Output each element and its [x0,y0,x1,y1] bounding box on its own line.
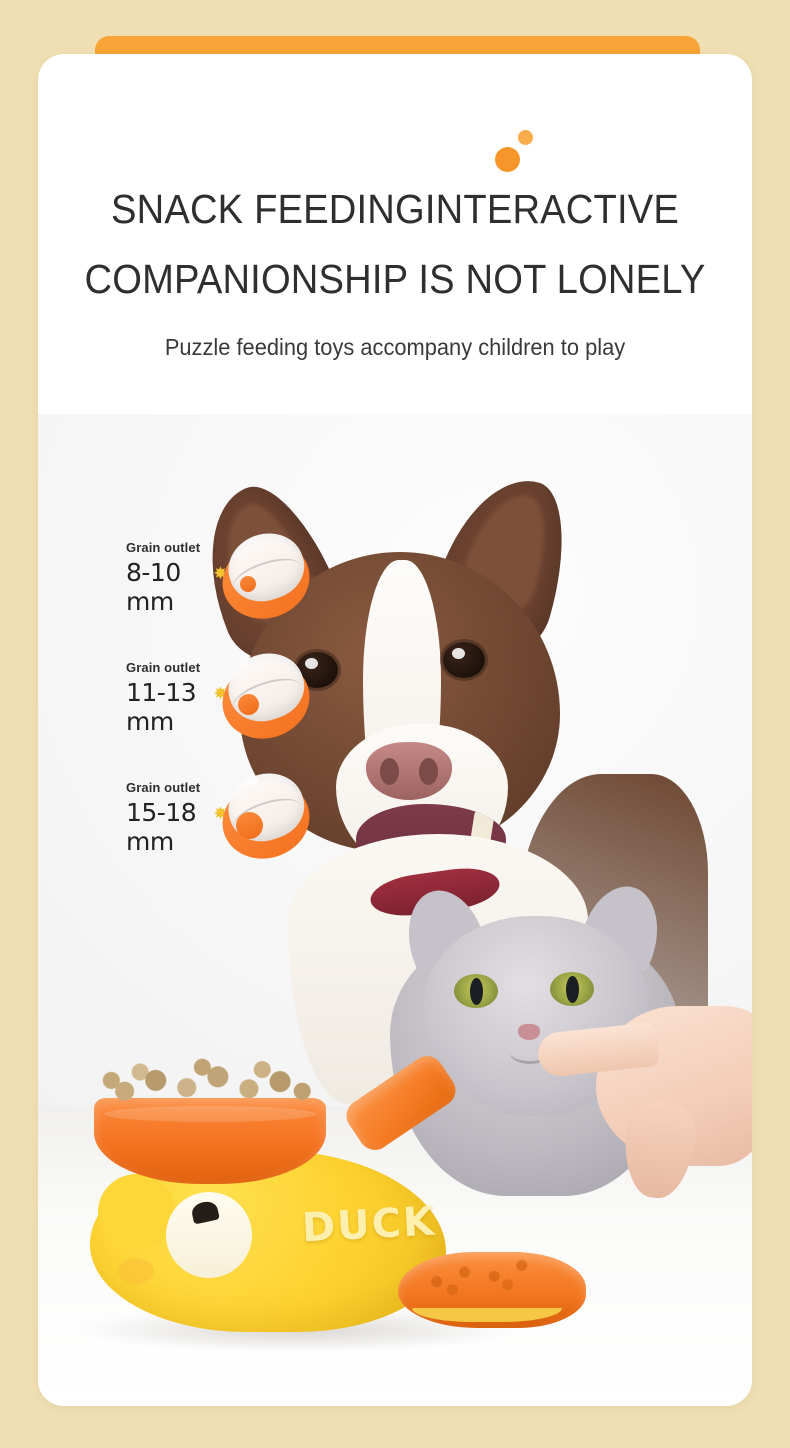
spec-unit: mm [126,827,174,856]
dry-kibble-pile [98,1054,320,1114]
cap-outlet-hole [240,576,256,592]
spec-item: Grain outlet 11-13 mm ✸ [86,643,320,772]
grain-outlet-cap-icon [212,523,320,630]
page-title: SNACK FEEDINGINTERACTIVE COMPANIONSHIP I… [63,174,727,314]
cap-outlet-hole [238,694,259,715]
page-subtitle: Puzzle feeding toys accompany children t… [164,334,626,360]
spec-caption: Grain outlet [126,540,201,555]
headline-line-1: SNACK FEEDINGINTERACTIVE [110,186,680,232]
spec-value: 15-18 mm [126,798,218,856]
duck-feeder-toy: DUCK [46,1046,606,1376]
toy-brand-label: DUCK [300,1198,438,1252]
toy-cheek [118,1258,154,1284]
content-card: SNACK FEEDINGINTERACTIVE COMPANIONSHIP I… [38,54,752,1406]
toy-pedal-underside [412,1308,562,1322]
spec-unit: mm [126,707,174,736]
cat-eye-left [454,974,498,1008]
spec-item: Grain outlet 15-18 mm ✸ [86,763,320,892]
spec-unit: mm [126,587,174,616]
product-lifestyle-photo: DUCK Grain outlet 8-10 mm ✸ [38,414,752,1406]
grain-outlet-cap-icon [212,763,320,870]
spec-caption: Grain outlet [126,660,201,675]
hand-thumb [619,1098,699,1202]
spec-value: 11-13 mm [126,678,218,736]
spec-range: 11-13 [126,678,197,707]
orange-dot-large-icon [495,147,520,172]
dog-nose [366,742,452,800]
spec-caption: Grain outlet [126,780,201,795]
cap-outlet-hole [236,812,263,839]
toy-handle [340,1049,462,1157]
grain-outlet-spec-list: Grain outlet 8-10 mm ✸ Grain outlet [86,523,320,892]
spec-range: 8-10 [126,558,181,587]
spec-range: 15-18 [126,798,197,827]
cat-nose [518,1024,540,1040]
spec-value: 8-10 mm [126,558,218,616]
spec-item: Grain outlet 8-10 mm ✸ [86,523,320,652]
grain-outlet-cap-icon [212,643,320,750]
hand-pointing [536,1006,752,1202]
headline-line-2: COMPANIONSHIP IS NOT LONELY [84,256,706,302]
toy-head [98,1174,176,1250]
orange-dot-small-icon [518,130,533,145]
cat-eye-right [550,972,594,1006]
cat-mouth [510,1042,550,1064]
dog-eye-right [443,642,485,678]
